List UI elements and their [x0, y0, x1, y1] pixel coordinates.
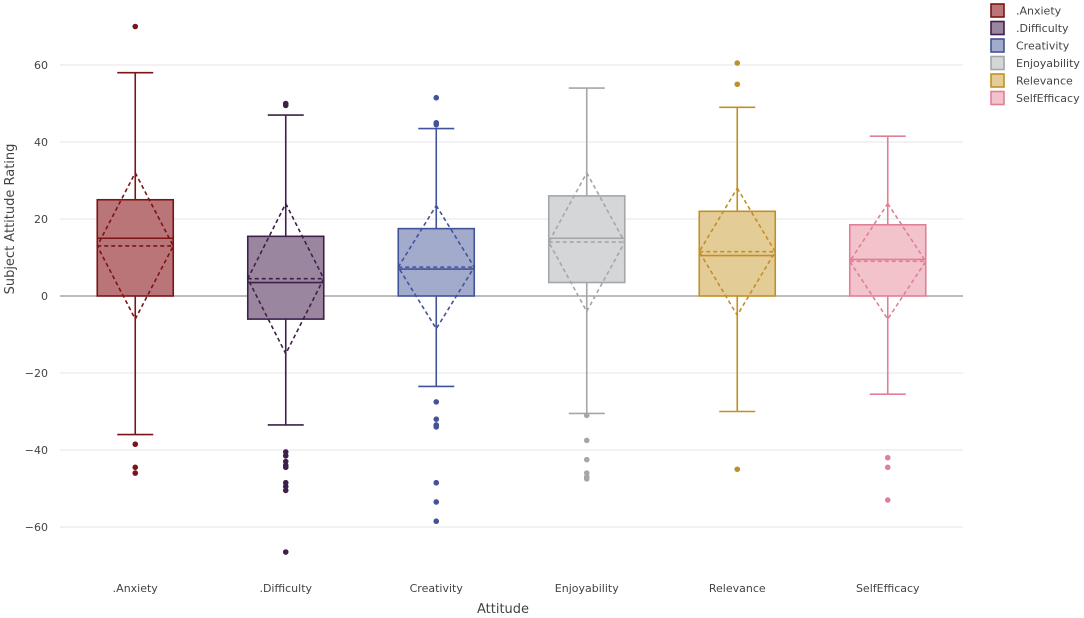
outlier-point	[282, 479, 289, 486]
legend-label: SelfEfficacy	[1016, 92, 1080, 105]
y-axis-ticks: −60 −40 −20 0 20 40 60	[25, 59, 48, 534]
outlier-point	[583, 437, 590, 444]
box-iqr	[547, 195, 626, 284]
outlier-point	[433, 94, 440, 101]
legend-item[interactable]: Creativity	[990, 38, 1070, 53]
y-tick-label: −60	[25, 521, 48, 534]
outlier-point	[583, 476, 590, 482]
legend-label: .Difficulty	[1016, 22, 1069, 35]
mean-sd-diamond	[547, 171, 626, 314]
outlier-point	[282, 449, 289, 455]
box-creativity[interactable]	[397, 94, 476, 525]
legend[interactable]: .Anxiety .Difficulty Creativity Enjoyabilit…	[990, 3, 1080, 106]
outlier-point	[282, 464, 289, 471]
legend-item[interactable]: .Difficulty	[990, 20, 1069, 36]
outlier-point	[282, 102, 289, 109]
box-iqr	[848, 223, 927, 297]
box-iqr	[246, 235, 325, 320]
outlier-point	[433, 399, 440, 405]
legend-item[interactable]: SelfEfficacy	[990, 90, 1080, 106]
outlier-point	[583, 412, 590, 419]
box-selfefficacy[interactable]	[848, 135, 927, 503]
outlier-point	[433, 518, 440, 525]
x-tick-label: Relevance	[709, 582, 766, 595]
legend-label: .Anxiety	[1016, 5, 1062, 18]
outlier-point	[132, 23, 139, 30]
legend-swatch	[990, 38, 1005, 53]
y-tick-label: −40	[25, 444, 48, 457]
legend-label: Enjoyability	[1016, 57, 1080, 70]
y-tick-label: −20	[25, 367, 48, 380]
outlier-point	[282, 549, 289, 555]
x-tick-label: .Difficulty	[259, 582, 312, 595]
outlier-point	[884, 454, 891, 461]
outlier-point	[433, 121, 440, 128]
outlier-point	[132, 464, 139, 471]
legend-swatch	[990, 55, 1005, 71]
box-iqr	[96, 198, 175, 297]
y-tick-label: 40	[34, 136, 48, 149]
outlier-point	[282, 452, 289, 459]
x-tick-label: .Anxiety	[113, 582, 159, 595]
outlier-point	[734, 60, 741, 66]
x-tick-label: Enjoyability	[555, 582, 619, 595]
y-tick-label: 20	[34, 213, 48, 226]
grid-lines	[60, 64, 963, 528]
box-series	[96, 23, 927, 555]
outlier-point	[282, 458, 289, 465]
x-axis-title: Attitude	[477, 602, 529, 617]
box-iqr	[397, 227, 476, 297]
outlier-point	[132, 441, 139, 448]
mean-sd-diamond	[96, 171, 175, 321]
box-relevance[interactable]	[698, 60, 777, 473]
mean-sd-diamond	[397, 204, 476, 331]
outlier-point	[433, 479, 440, 486]
outlier-point	[282, 487, 289, 494]
outlier-point	[734, 466, 741, 473]
outlier-point	[433, 416, 440, 423]
y-tick-label: 60	[34, 59, 48, 72]
outlier-point	[132, 470, 139, 476]
box-anxiety[interactable]	[96, 23, 175, 476]
box-iqr	[698, 210, 777, 297]
legend-item[interactable]: Enjoyability	[990, 55, 1080, 71]
y-axis-title: Subject Attitude Rating	[3, 144, 18, 295]
outlier-point	[734, 81, 741, 88]
y-tick-label: 0	[41, 290, 48, 303]
legend-label: Creativity	[1016, 40, 1070, 53]
box-enjoyability[interactable]	[547, 87, 626, 482]
legend-item[interactable]: Relevance	[990, 73, 1073, 88]
mean-sd-diamond	[246, 201, 325, 356]
legend-swatch	[990, 3, 1005, 18]
box-difficulty[interactable]	[246, 100, 325, 555]
outlier-point	[583, 470, 590, 476]
outlier-point	[884, 497, 891, 503]
x-axis-ticks: .Anxiety .Difficulty Creativity Enjoyabilit…	[113, 582, 920, 595]
outlier-point	[433, 424, 440, 430]
legend-item[interactable]: .Anxiety	[990, 3, 1062, 18]
legend-swatch	[990, 20, 1005, 36]
legend-swatch	[990, 90, 1005, 106]
outlier-point	[884, 464, 891, 471]
x-tick-label: SelfEfficacy	[856, 582, 920, 595]
outlier-point	[583, 456, 590, 463]
mean-sd-diamond	[698, 186, 777, 317]
legend-swatch	[990, 73, 1005, 88]
outlier-point	[433, 499, 440, 505]
outlier-point	[282, 483, 289, 490]
legend-label: Relevance	[1016, 75, 1073, 88]
x-tick-label: Creativity	[410, 582, 464, 595]
